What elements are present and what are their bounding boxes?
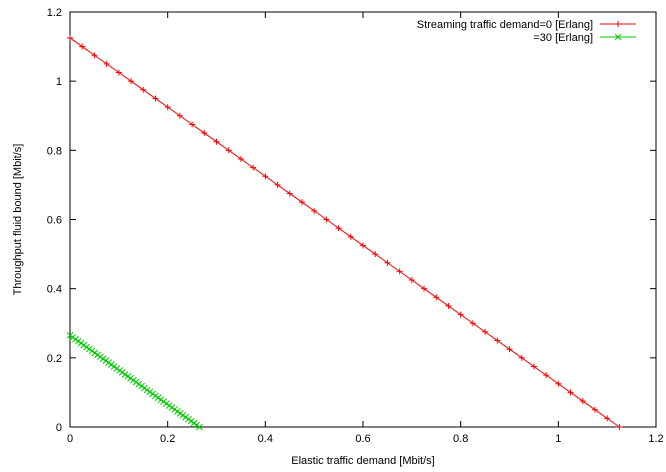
data-point [568,389,574,395]
x-tick-label: 1.2 [648,433,663,445]
x-axis-label: Elastic traffic demand [Mbit/s] [291,455,434,467]
data-point [494,338,500,344]
data-point [482,329,488,335]
x-tick-label: 0.8 [453,433,468,445]
y-tick-label: 1 [56,76,62,88]
data-point [360,242,366,248]
y-tick-label: 0 [56,422,62,434]
series-layer [67,35,622,430]
data-point [104,61,110,67]
data-point [287,191,293,197]
data-point [250,165,256,171]
legend-label: Streaming traffic demand=0 [Erlang] [417,19,593,31]
data-point [458,312,464,318]
y-tick-label: 0.4 [47,284,62,296]
data-point [311,208,317,214]
data-point [445,303,451,309]
data-point [348,234,354,240]
series-2 [67,332,202,430]
data-point [616,424,622,430]
data-point [79,44,85,50]
data-point [580,398,586,404]
data-point [409,277,415,283]
data-point [336,225,342,231]
data-point [323,217,329,223]
data-point [177,113,183,119]
y-tick-label: 0.2 [47,353,62,365]
data-point [372,251,378,257]
data-point [214,139,220,145]
data-point [604,415,610,421]
legend: Streaming traffic demand=0 [Erlang]=30 [… [417,19,636,44]
series-line [70,38,619,427]
x-tick-label: 0.4 [258,433,273,445]
data-point [201,130,207,136]
legend-marker [615,21,621,27]
data-point [531,363,537,369]
data-point [128,78,134,84]
y-tick-label: 0.6 [47,215,62,227]
data-point [226,147,232,153]
data-point [275,182,281,188]
data-point [116,70,122,76]
data-point [165,104,171,110]
data-point [470,320,476,326]
data-point [152,95,158,101]
x-tick-label: 0.2 [160,433,175,445]
y-tick-label: 1.2 [47,7,62,19]
x-tick-label: 0 [67,433,73,445]
data-point [543,372,549,378]
legend-label: =30 [Erlang] [533,32,593,44]
axis-ticks: 0 0.2 0.4 0.6 0.8 1 1.2 0 0.2 0.4 0.6 0.8 1 1.2 [47,7,664,445]
data-point [262,173,268,179]
data-point [67,35,73,41]
series-1 [67,35,622,430]
data-point [397,268,403,274]
data-point [140,87,146,93]
data-point [421,286,427,292]
data-point [189,121,195,127]
data-point [299,199,305,205]
x-tick-label: 0.6 [355,433,370,445]
data-point [592,407,598,413]
data-point [91,52,97,58]
data-point [238,156,244,162]
data-point [555,381,561,387]
data-point [519,355,525,361]
y-tick-label: 0.8 [47,145,62,157]
data-point [384,260,390,266]
data-point [433,294,439,300]
x-tick-label: 1 [555,433,561,445]
data-point [507,346,513,352]
y-axis-label: Throughput fluid bound [Mbit/s] [12,144,24,296]
plot-frame [70,12,656,427]
